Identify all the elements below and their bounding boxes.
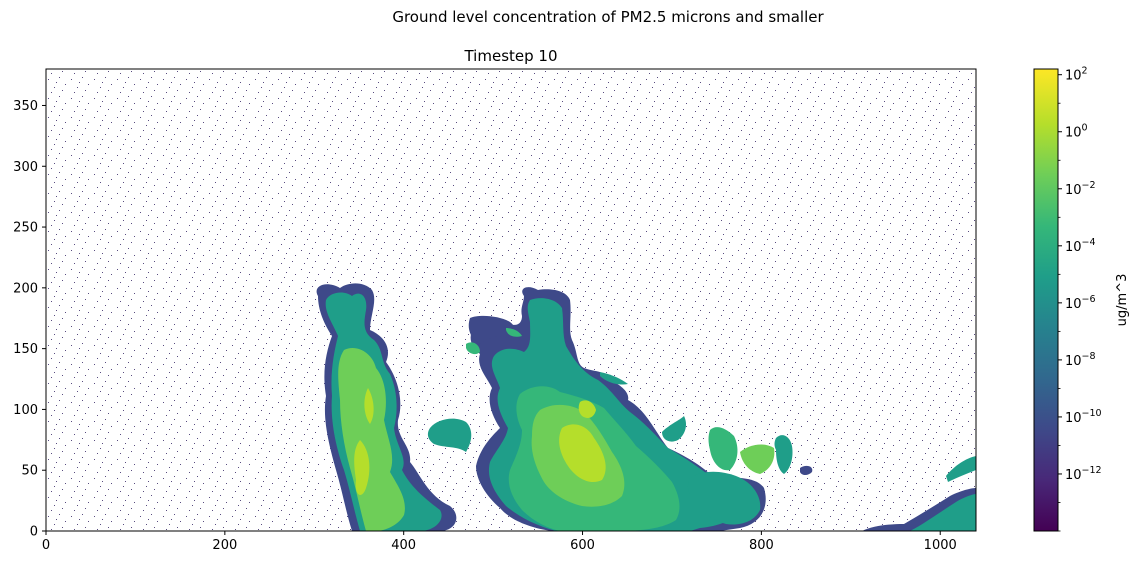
y-tick-label: 250: [13, 221, 38, 236]
y-tick-label: 50: [21, 464, 38, 479]
axes-frame: [45, 68, 977, 532]
colorbar-label: ug/m^3: [1115, 274, 1130, 327]
y-tick-label: 150: [13, 342, 38, 357]
y-tick-label: 300: [13, 160, 38, 175]
x-tick-label: 0: [42, 538, 50, 553]
chart-title: Timestep 10: [464, 47, 558, 65]
heatmap-area: [45, 68, 977, 532]
y-axis: 0 50 100 150 200 250 300 350: [13, 99, 46, 540]
plume-layer: [316, 283, 976, 531]
x-tick-label: 600: [570, 538, 595, 553]
x-tick-label: 800: [749, 538, 774, 553]
figure-suptitle: Ground level concentration of PM2.5 micr…: [392, 8, 824, 26]
plume-west: [316, 283, 472, 531]
x-axis: 0 200 400 600 800 1000: [42, 531, 957, 553]
y-tick-label: 200: [13, 281, 38, 296]
colorbar-tick-label: 100: [1065, 123, 1088, 141]
plume-central: [466, 287, 766, 531]
plume-southeast: [862, 456, 976, 531]
y-tick-label: 350: [13, 99, 38, 114]
x-tick-label: 200: [212, 538, 237, 553]
colorbar-frame: [1033, 68, 1059, 532]
y-tick-label: 100: [13, 403, 38, 418]
colorbar-ticks: 10−12 10−10 10−8 10−6 10−4 10−2 100 102: [1058, 66, 1102, 532]
colorbar-gradient: [1034, 69, 1058, 531]
colorbar-tick-label: 10−12: [1065, 465, 1102, 483]
colorbar-tick-label: 10−2: [1065, 180, 1096, 198]
x-tick-label: 400: [391, 538, 416, 553]
colorbar-tick-label: 10−6: [1065, 294, 1096, 312]
colorbar-tick-label: 10−4: [1065, 237, 1096, 255]
colorbar-tick-label: 102: [1065, 66, 1088, 84]
colorbar-tick-label: 10−10: [1065, 408, 1102, 426]
colorbar-tick-label: 10−8: [1065, 351, 1096, 369]
plume-east-fragments: [662, 416, 813, 475]
colorbar: 10−12 10−10 10−8 10−6 10−4 10−2 100 102 ug/m^3: [1033, 66, 1130, 532]
x-tick-label: 1000: [924, 538, 957, 553]
y-tick-label: 0: [30, 525, 38, 540]
